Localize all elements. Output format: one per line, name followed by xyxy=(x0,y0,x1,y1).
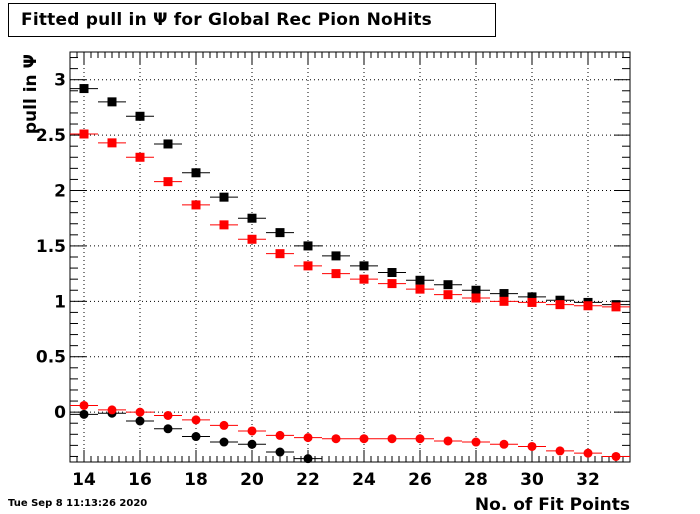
square-data-point xyxy=(499,289,509,299)
y-tick-label: 1.5 xyxy=(36,237,66,257)
square-data-point xyxy=(107,97,117,107)
x-tick-labels: 14 16 18 20 22 24 26 28 30 32 xyxy=(72,470,600,490)
square-data-point xyxy=(79,129,89,139)
circle-data-point xyxy=(359,434,369,444)
circle-data-point xyxy=(247,439,257,449)
y-tick-label: 2 xyxy=(54,182,66,202)
x-tick-label: 18 xyxy=(184,470,208,490)
circle-data-point xyxy=(107,405,117,415)
square-data-point xyxy=(555,300,565,310)
square-data-point xyxy=(471,285,481,295)
circle-data-point xyxy=(79,400,89,410)
x-tick-label: 30 xyxy=(520,470,544,490)
square-data-point xyxy=(611,302,621,312)
circle-data-point xyxy=(135,416,145,426)
square-data-point xyxy=(303,241,313,251)
square-data-point xyxy=(331,251,341,261)
square-data-point xyxy=(275,249,285,259)
y-tick-label: 2.5 xyxy=(36,126,66,146)
circle-data-point xyxy=(135,407,145,417)
square-data-point xyxy=(387,268,397,278)
circle-data-point xyxy=(219,437,229,447)
square-data-point xyxy=(527,297,537,307)
circle-data-point xyxy=(191,415,201,425)
square-data-point xyxy=(583,301,593,311)
square-data-point xyxy=(107,138,117,148)
x-tick-label: 26 xyxy=(408,470,432,490)
square-data-point xyxy=(303,261,313,271)
square-data-point xyxy=(527,292,537,302)
square-data-point xyxy=(415,284,425,294)
square-data-point xyxy=(191,168,201,178)
circle-data-point xyxy=(611,451,621,461)
square-data-point xyxy=(135,111,145,121)
circle-data-point xyxy=(303,433,313,443)
circle-data-point xyxy=(163,424,173,434)
circle-data-point xyxy=(275,430,285,440)
square-data-point xyxy=(219,220,229,230)
y-tick-labels: 0 0.5 1 1.5 2 2.5 3 xyxy=(36,71,66,423)
circle-data-point xyxy=(527,441,537,451)
y-tick-label: 0 xyxy=(54,403,66,423)
square-data-point xyxy=(471,293,481,303)
circle-data-point xyxy=(163,410,173,420)
grid-lines xyxy=(70,52,630,462)
x-tick-label: 28 xyxy=(464,470,488,490)
square-data-point xyxy=(359,261,369,271)
data-series xyxy=(70,84,630,464)
x-tick-label: 32 xyxy=(576,470,600,490)
square-data-point xyxy=(247,234,257,244)
x-tick-label: 24 xyxy=(352,470,376,490)
square-data-point xyxy=(275,228,285,238)
circle-data-point xyxy=(555,446,565,456)
circle-data-point xyxy=(219,420,229,430)
square-data-point xyxy=(415,275,425,285)
square-data-point xyxy=(443,280,453,290)
series-1 xyxy=(70,129,630,312)
square-data-point xyxy=(219,192,229,202)
circle-data-point xyxy=(499,439,509,449)
square-data-point xyxy=(247,213,257,223)
circle-data-point xyxy=(303,454,313,464)
circle-data-point xyxy=(331,434,341,444)
circle-data-point xyxy=(275,447,285,457)
square-data-point xyxy=(79,84,89,94)
circle-data-point xyxy=(471,437,481,447)
square-data-point xyxy=(163,177,173,187)
x-tick-label: 22 xyxy=(296,470,320,490)
square-data-point xyxy=(331,269,341,279)
circle-data-point xyxy=(191,432,201,442)
y-tick-label: 3 xyxy=(54,71,66,91)
circle-data-point xyxy=(79,409,89,419)
square-data-point xyxy=(191,200,201,210)
circle-data-point xyxy=(415,434,425,444)
square-data-point xyxy=(387,279,397,289)
y-tick-label: 1 xyxy=(54,292,66,312)
x-tick-label: 20 xyxy=(240,470,264,490)
y-tick-label: 0.5 xyxy=(36,348,66,368)
circle-data-point xyxy=(583,448,593,458)
series-2 xyxy=(70,408,322,464)
circle-data-point xyxy=(387,434,397,444)
square-data-point xyxy=(443,290,453,300)
circle-data-point xyxy=(443,436,453,446)
x-axis-title: No. of Fit Points xyxy=(475,495,630,514)
plot-frame xyxy=(69,51,631,463)
circle-data-point xyxy=(247,426,257,436)
timestamp: Tue Sep 8 11:13:26 2020 xyxy=(8,498,148,509)
y-axis-title: pull in Ψ xyxy=(21,54,41,134)
x-tick-label: 16 xyxy=(128,470,152,490)
square-data-point xyxy=(499,296,509,306)
square-data-point xyxy=(163,139,173,149)
square-data-point xyxy=(359,274,369,284)
series-3 xyxy=(70,400,630,461)
chart-title: Fitted pull in Ψ for Global Rec Pion NoH… xyxy=(8,3,496,37)
x-tick-label: 14 xyxy=(72,470,96,490)
square-data-point xyxy=(135,152,145,162)
